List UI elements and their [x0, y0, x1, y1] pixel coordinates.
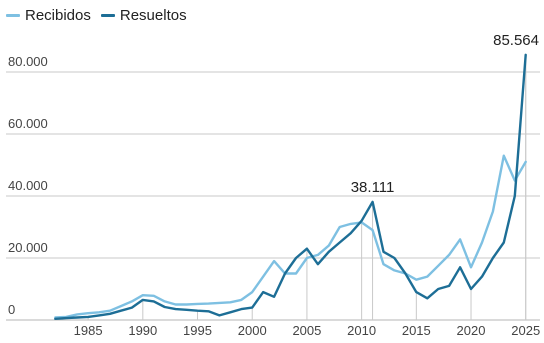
- chart-legend: Recibidos Resueltos: [6, 7, 187, 24]
- x-tick-label: 2020: [457, 323, 486, 338]
- y-tick-label: 40.000: [8, 178, 48, 193]
- annotation-label: 85.564: [493, 32, 539, 49]
- x-tick-labels: 1985 1990 1995 2000 2005 2010 2015 2020 2025: [74, 323, 541, 338]
- y-gridlines: [6, 71, 540, 321]
- x-tick-label: 1995: [183, 323, 212, 338]
- x-tick-label: 1985: [74, 323, 103, 338]
- annotation-label: 38.111: [351, 179, 395, 196]
- x-tick-label: 1990: [128, 323, 157, 338]
- x-tick-label: 2005: [292, 323, 321, 338]
- series-lines: [54, 53, 527, 320]
- x-tick-guides: [87, 54, 527, 320]
- legend-item-recibidos: Recibidos: [6, 7, 91, 24]
- x-tick-label: 2025: [511, 323, 540, 338]
- legend-label-recibidos: Recibidos: [25, 7, 91, 24]
- legend-item-resueltos: Resueltos: [100, 7, 187, 24]
- legend-swatch-recibidos: [6, 14, 20, 17]
- y-tick-label: 60.000: [8, 116, 48, 131]
- annotations: 38.111 85.564: [351, 32, 539, 196]
- legend-label-resueltos: Resueltos: [119, 7, 187, 24]
- series-line-recibidos: [54, 154, 527, 319]
- x-tick-label: 2010: [347, 323, 376, 338]
- x-tick-label: 2000: [238, 323, 267, 338]
- y-tick-label: 80.000: [8, 54, 48, 69]
- y-tick-labels: 0 20.000 40.000 60.000 80.000: [8, 54, 48, 317]
- x-tick-label: 2015: [402, 323, 431, 338]
- y-tick-label: 0: [8, 302, 15, 317]
- y-tick-label: 20.000: [8, 240, 48, 255]
- series-line-resueltos: [54, 53, 527, 320]
- legend-swatch-resueltos: [100, 14, 115, 17]
